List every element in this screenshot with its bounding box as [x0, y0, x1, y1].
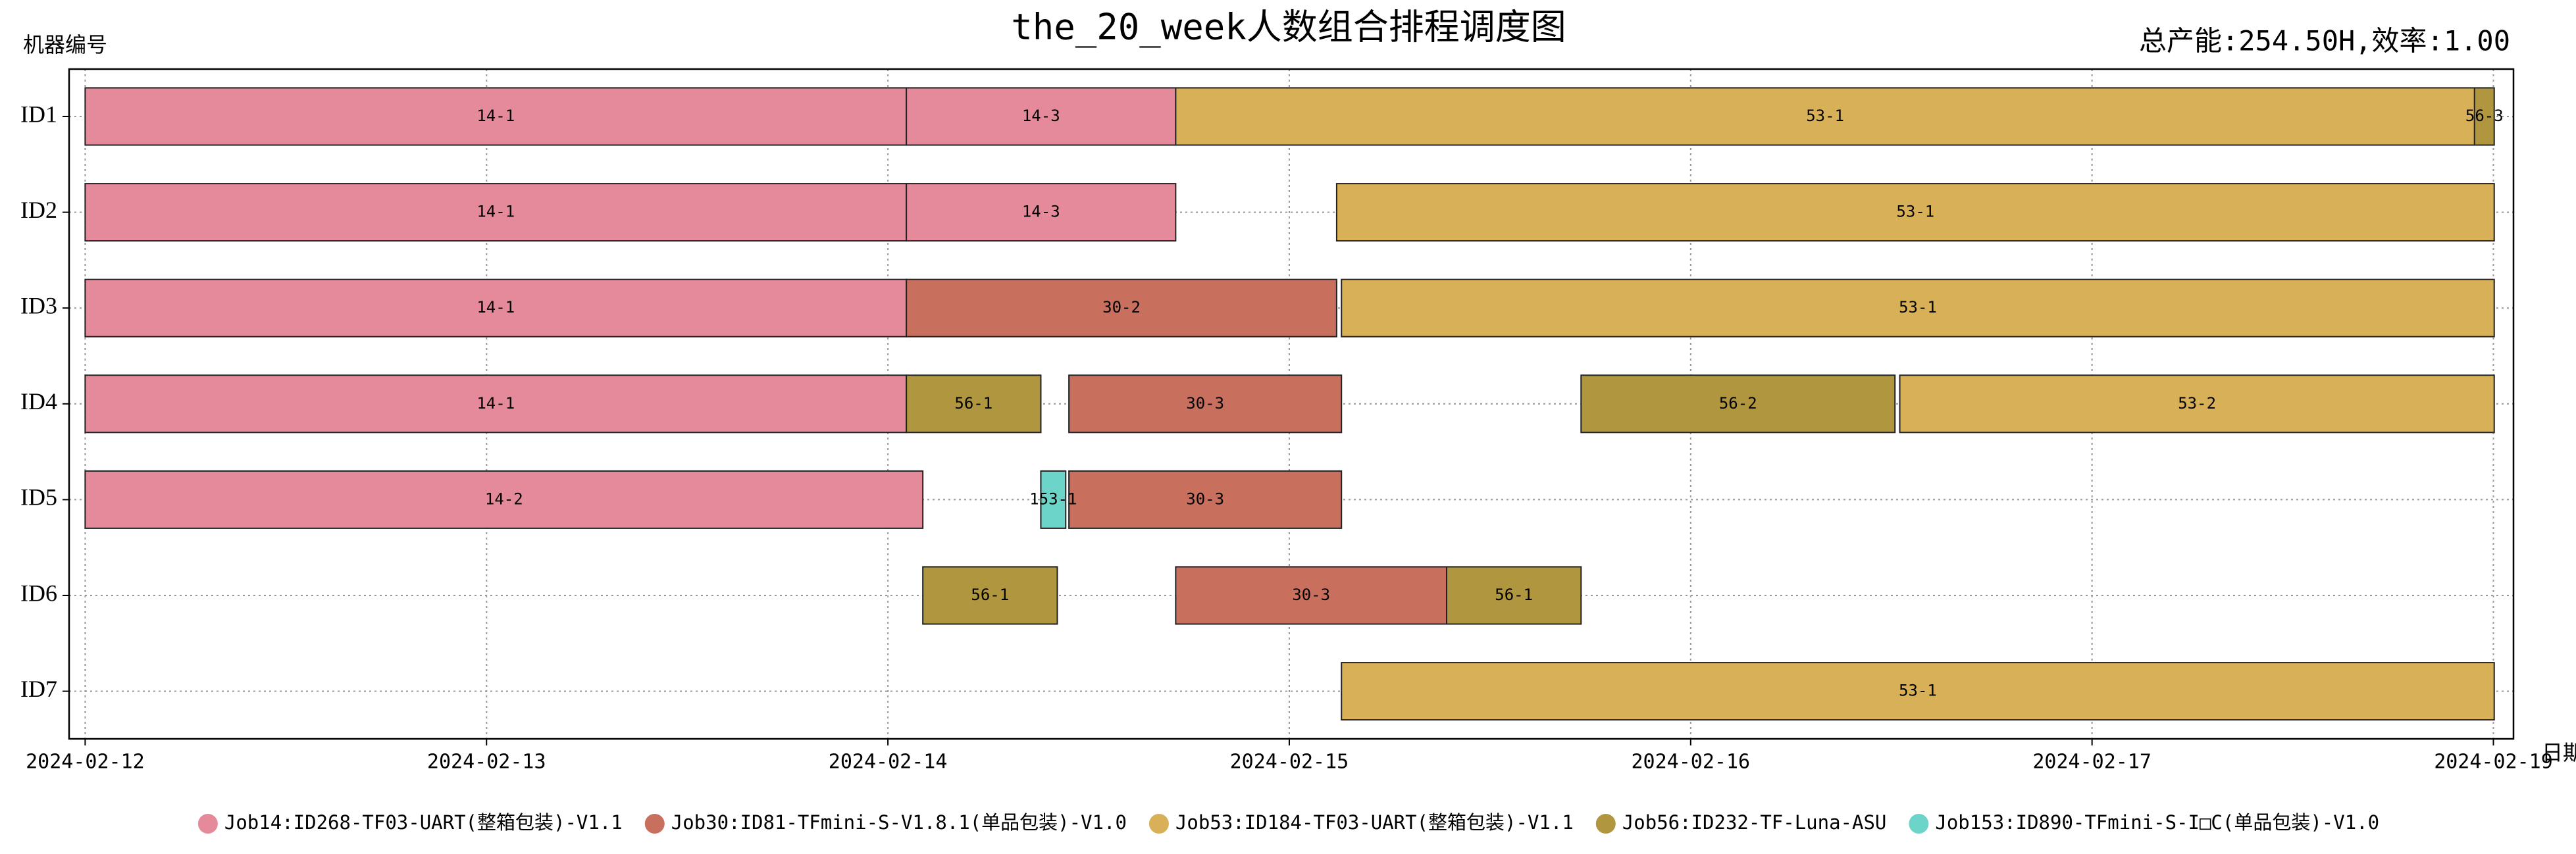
x-tick-label: 2024-02-13: [427, 751, 546, 774]
plot-frame: [68, 68, 2515, 740]
bar-label: 153-1: [1029, 490, 1077, 508]
legend-marker: [1148, 814, 1169, 834]
bar: [1175, 566, 1448, 625]
chart-title: the_20_week人数组合排程调度图: [1011, 7, 1566, 48]
x-tick-label: 2024-02-14: [829, 751, 948, 774]
bar: [1446, 566, 1582, 625]
bar-label: 30-2: [1102, 298, 1141, 316]
x-tick-label: 2024-02-15: [1230, 751, 1349, 774]
bar-label: 30-3: [1186, 394, 1224, 413]
bar-label: 14-1: [477, 107, 515, 125]
bar: [906, 183, 1177, 242]
bar-label: 53-1: [1896, 203, 1934, 221]
bar: [906, 87, 1177, 146]
bar: [84, 470, 924, 529]
x-tick-label: 2024-02-16: [1631, 751, 1750, 774]
bar-label: 53-2: [2178, 394, 2216, 413]
legend-label: Job30:ID81-TFmini-S-V1.8.1(单品包装)-V1.0: [671, 811, 1127, 834]
bar-label: 14-3: [1022, 107, 1060, 125]
y-tick-label: ID3: [20, 292, 57, 318]
bar: [1341, 662, 2495, 721]
bar: [1068, 374, 1343, 434]
legend: Job14:ID268-TF03-UART(整箱包装)-V1.1 Job30:ID…: [197, 811, 2379, 834]
bar-label: 56-1: [971, 586, 1009, 604]
bar: [84, 278, 908, 338]
bar-label: 56-1: [954, 394, 992, 413]
x-tick-label: 2024-02-17: [2032, 751, 2151, 774]
y-tick-label: ID5: [20, 484, 57, 511]
bar-label: 14-2: [485, 490, 523, 508]
legend-marker: [644, 814, 665, 834]
x-tick-label: 2024-02-19: [2434, 751, 2553, 774]
bar: [1580, 374, 1896, 434]
y-tick-label: ID6: [20, 580, 57, 606]
bar-label: 14-1: [477, 203, 515, 221]
bar: [84, 183, 908, 242]
bar-label: 53-1: [1806, 107, 1844, 125]
annotation: 总产能:254.50H,效率:1.00: [2139, 25, 2510, 57]
bar-label: 56-1: [1495, 586, 1533, 604]
bar-label: 14-1: [477, 298, 515, 316]
legend-marker: [1595, 814, 1616, 834]
bar: [1899, 374, 2495, 434]
y-tick-label: ID1: [20, 101, 57, 127]
y-axis-label: 机器编号: [23, 32, 107, 57]
bar-label: 30-3: [1292, 586, 1330, 604]
bar: [906, 374, 1042, 434]
legend-marker: [1909, 814, 1929, 834]
bar: [1068, 470, 1343, 529]
bar: [84, 374, 908, 434]
bar: [1175, 87, 2475, 146]
bar: [2473, 87, 2495, 146]
bar-label: 56-3: [2465, 107, 2504, 125]
bar: [922, 566, 1058, 625]
bar-label: 53-1: [1899, 298, 1937, 316]
bar: [1335, 183, 2495, 242]
bar-label: 30-3: [1186, 490, 1224, 508]
legend-label: Job53:ID184-TF03-UART(整箱包装)-V1.1: [1175, 811, 1574, 834]
x-tick-label: 2024-02-12: [26, 751, 145, 774]
legend-label: Job153:ID890-TFmini-S-I□C(单品包装)-V1.0: [1935, 811, 2379, 834]
legend-marker: [197, 814, 218, 834]
bar-label: 14-1: [477, 394, 515, 413]
bar-label: 53-1: [1899, 682, 1937, 700]
y-tick-label: ID4: [20, 388, 57, 414]
bar-label: 56-2: [1719, 394, 1757, 413]
legend-label: Job14:ID268-TF03-UART(整箱包装)-V1.1: [224, 811, 623, 834]
y-tick-label: ID7: [20, 676, 57, 702]
bar: [906, 278, 1337, 338]
x-axis-label: 日期: [2542, 740, 2576, 765]
bar: [1341, 278, 2495, 338]
bar-label: 14-3: [1022, 203, 1060, 221]
bar: [1040, 470, 1067, 529]
legend-label: Job56:ID232-TF-Luna-ASU: [1622, 811, 1887, 834]
y-tick-label: ID2: [20, 197, 57, 223]
